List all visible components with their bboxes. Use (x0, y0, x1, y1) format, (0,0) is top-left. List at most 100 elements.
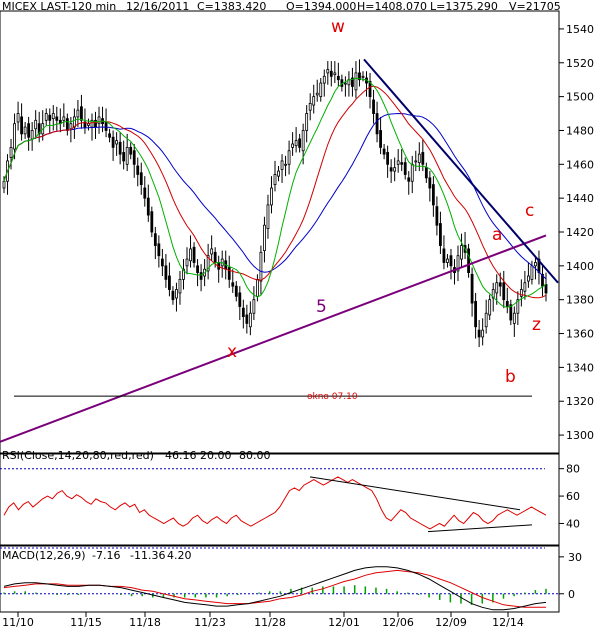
candle-body (375, 113, 379, 135)
candle-body (65, 118, 69, 131)
rsi-panel-frame (0, 453, 560, 546)
x-tick-label: 11/18 (129, 616, 161, 629)
rsi-line (3, 476, 547, 530)
candle-body (196, 265, 199, 274)
candle-body (97, 116, 101, 125)
candle-body (428, 177, 432, 189)
candle-body (23, 126, 27, 135)
candle-body (326, 69, 330, 74)
candle-body (277, 170, 280, 177)
candle-body (414, 160, 418, 163)
ma-mid-line (3, 85, 547, 299)
candle-body (55, 116, 59, 121)
candle-body (312, 96, 316, 106)
candle-body (488, 299, 492, 316)
gap-label: okno 07.10 (307, 392, 358, 402)
candle-body (273, 174, 277, 186)
rsi-label: RSI(Close,14,20,80,red,red) (2, 449, 154, 462)
rsi-lower: 20.00 (200, 449, 232, 462)
candle-body (62, 116, 66, 121)
candle-body (470, 273, 474, 304)
header-symbol: MICEX LAST-120 min (2, 0, 116, 13)
candle-body (150, 211, 154, 233)
candle-body (256, 278, 259, 297)
candle-body (192, 246, 196, 263)
candle-body (178, 278, 182, 294)
candle-body (449, 255, 453, 267)
candle-body (132, 150, 136, 165)
header-open: O=1394.000 (286, 0, 356, 13)
candle-body (171, 290, 175, 301)
candle-body (442, 248, 446, 263)
candle-body (157, 243, 161, 257)
candle-body (270, 187, 273, 206)
macd-signal-line (3, 569, 546, 608)
candle-body (69, 123, 73, 130)
purple-trendline (0, 234, 547, 443)
candle-body (30, 130, 34, 140)
candle-body (298, 138, 302, 148)
macd-hist-value: 4.20 (167, 549, 192, 562)
candle-body (421, 152, 425, 165)
candle-body (527, 275, 530, 282)
candle-body (263, 224, 266, 252)
axis-layer: 1300 1320 1340 1360 1380 1400 1420 1440 1460 1480… (2, 23, 594, 629)
candle-body (361, 75, 365, 78)
candle-body (333, 72, 337, 76)
candle-body (16, 113, 20, 123)
candle-body (516, 299, 520, 314)
x-tick-label: 12/09 (435, 616, 467, 629)
candle-body (523, 282, 527, 292)
candle-body (435, 206, 439, 226)
candle-body (20, 116, 23, 135)
candle-body (379, 130, 382, 148)
wave-label-x: x (227, 342, 237, 362)
candle-body (319, 82, 323, 98)
price-y-tick-label: 1380 (566, 294, 594, 307)
x-tick-label: 11/10 (2, 616, 34, 629)
rsi-upper-trendline (309, 476, 521, 511)
candle-body (305, 113, 309, 131)
candle-body (111, 136, 115, 148)
candle-body (248, 312, 252, 328)
candle-body (175, 289, 178, 299)
candle-body (245, 314, 249, 324)
candle-body (474, 300, 478, 328)
candle-body (541, 273, 544, 287)
macd-panel-frame (0, 545, 560, 613)
candle-body (424, 167, 428, 179)
macd-signal-value: -11.36 (130, 549, 165, 562)
wave-label-c: c (525, 201, 534, 221)
rsi-y-tick-label: 40 (566, 517, 580, 530)
candle-body (182, 268, 185, 280)
header-date: 12/16/2011 (126, 0, 189, 13)
candle-body (403, 162, 407, 175)
candle-body (104, 121, 108, 131)
macd-value: -7.16 (92, 549, 120, 562)
candle-body (343, 82, 347, 85)
candle-body (164, 265, 168, 280)
candle-body (118, 141, 122, 155)
candle-body (122, 152, 126, 162)
price-y-tick-label: 1500 (566, 91, 594, 104)
candle-body (189, 248, 192, 262)
candle-body (502, 282, 506, 301)
candle-body (231, 282, 235, 287)
price-y-tick-label: 1460 (566, 158, 594, 171)
candle-body (410, 163, 414, 182)
candle-body (456, 255, 460, 272)
x-tick-label: 12/14 (492, 616, 524, 629)
candle-body (284, 163, 287, 166)
candle-body (336, 75, 340, 81)
candle-body (301, 130, 305, 152)
macd-line (3, 566, 547, 611)
candle-body (37, 123, 41, 135)
candle-body (396, 160, 400, 165)
candle-body (329, 70, 333, 77)
candle-body (439, 223, 442, 246)
x-tick-label: 12/01 (328, 616, 360, 629)
candle-body (386, 152, 390, 165)
wave-label-z: z (532, 315, 541, 335)
x-tick-label: 11/23 (194, 616, 226, 629)
